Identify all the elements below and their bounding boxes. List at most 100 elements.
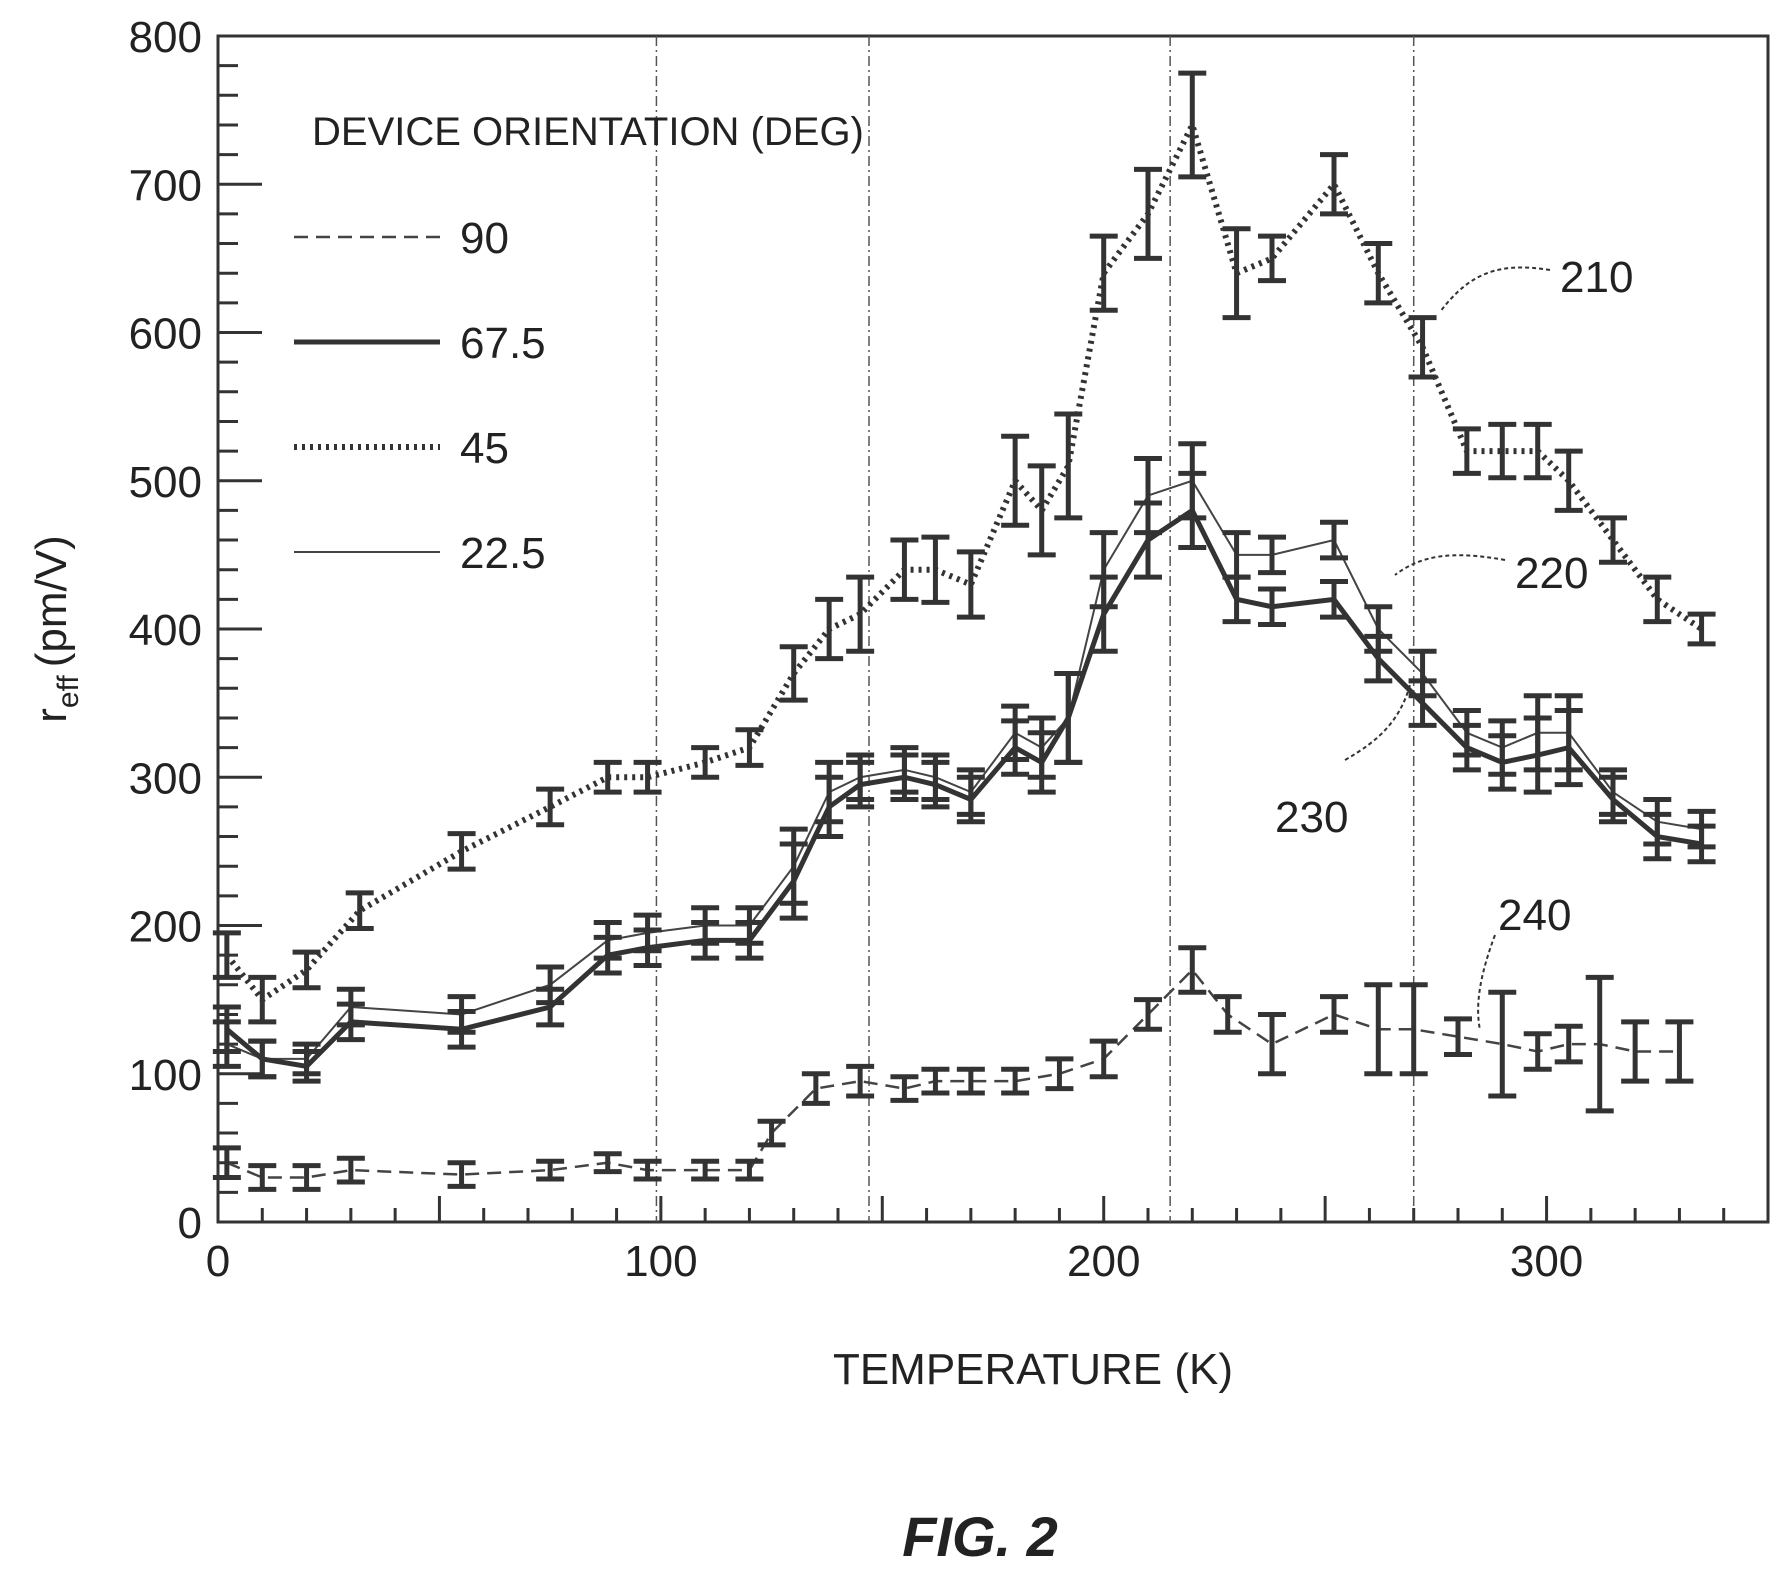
data-point [1523, 715, 1552, 795]
data-point [593, 1151, 622, 1175]
y-axis-title-unit: (pm/V) [27, 535, 76, 667]
data-point [345, 890, 374, 931]
data-point [212, 1004, 241, 1055]
data-point [757, 1118, 786, 1148]
data-point [1258, 1011, 1286, 1077]
callout-220: 220 [1515, 549, 1588, 598]
legend-label-67-5: 67.5 [460, 319, 546, 368]
data-point [1045, 1056, 1074, 1092]
callout-230: 230 [1275, 793, 1348, 842]
series-45 [212, 70, 1716, 1025]
axis-ticks [216, 34, 1770, 1224]
data-point [1320, 519, 1348, 561]
callout-210: 210 [1560, 253, 1633, 302]
data-point [248, 1038, 277, 1080]
data-point [212, 1145, 241, 1181]
series-line-67-5 [225, 506, 1702, 1070]
y-axis-title-sub: eff [52, 675, 85, 708]
data-point [691, 1158, 720, 1182]
x-axis-title: TEMPERATURE (K) [833, 1345, 1233, 1394]
figure-label: FIG. 2 [902, 1505, 1058, 1568]
callout-leader-210 [1439, 266, 1551, 313]
data-point [1399, 982, 1428, 1077]
data-point [1554, 1023, 1583, 1065]
data-point [633, 759, 662, 795]
data-point [1178, 70, 1207, 180]
data-point [292, 1163, 321, 1192]
legend-label-45: 45 [460, 424, 509, 473]
x-tick-label: 300 [1510, 1237, 1583, 1286]
data-point [1687, 823, 1716, 865]
data-point [1222, 574, 1251, 625]
data-point [447, 831, 476, 872]
y-tick-label: 0 [178, 1199, 202, 1248]
data-point [956, 549, 985, 620]
legend-label-90: 90 [460, 214, 509, 263]
data-point [292, 949, 321, 991]
data-point [1001, 433, 1030, 528]
data-point [890, 752, 919, 802]
data-point [890, 1074, 919, 1103]
data-point [846, 574, 875, 654]
data-point [735, 1158, 764, 1182]
data-point [633, 1158, 662, 1182]
data-point [1643, 574, 1672, 625]
callout-leader-230 [1344, 684, 1411, 761]
y-tick-label: 200 [129, 903, 202, 952]
data-point [691, 745, 720, 780]
data-point [1554, 448, 1583, 513]
x-tick-label: 100 [624, 1237, 697, 1286]
data-point [1027, 463, 1056, 558]
data-point [1089, 233, 1118, 313]
data-point [1523, 421, 1552, 481]
y-axis-title: reff (pm/V) [27, 535, 85, 722]
data-point [336, 1155, 365, 1185]
data-point [536, 1158, 565, 1182]
data-point [1687, 611, 1716, 647]
series-90 [212, 945, 1694, 1192]
legend-title: DEVICE ORIENTATION (DEG) [312, 110, 864, 154]
data-point [1408, 315, 1437, 380]
data-point [1665, 1019, 1694, 1084]
data-point [536, 986, 565, 1028]
data-point [1643, 811, 1672, 862]
data-point [1134, 997, 1162, 1032]
data-point [890, 537, 919, 602]
data-point [691, 920, 720, 961]
data-point [1488, 989, 1517, 1099]
data-point [1585, 974, 1614, 1114]
y-tick-label: 600 [129, 310, 202, 359]
legend: DEVICE ORIENTATION (DEG) 90 67.5 45 22.5 [294, 110, 864, 578]
data-point [1027, 730, 1056, 795]
data-point [921, 534, 950, 605]
y-tick-label: 500 [129, 458, 202, 507]
series-line-90 [226, 968, 1680, 1179]
data-point [1364, 982, 1393, 1077]
y-tick-label: 100 [129, 1051, 202, 1100]
data-point [1554, 708, 1583, 788]
data-point [1599, 515, 1627, 565]
callouts: 210 220 230 240 [1275, 253, 1633, 1031]
data-point [846, 1063, 875, 1099]
data-point [536, 786, 565, 828]
data-point [1178, 945, 1207, 995]
data-point [1444, 1016, 1472, 1057]
data-point [593, 759, 622, 795]
data-point [1364, 633, 1393, 684]
data-point [735, 920, 764, 961]
axis-tick-labels: 0 100 200 300 0 100 200 300 400 500 600 700 800 [129, 13, 1584, 1286]
x-tick-label: 200 [1067, 1237, 1140, 1286]
data-point [921, 759, 950, 810]
series-67-5 [212, 470, 1716, 1084]
data-point [846, 759, 875, 810]
data-point [248, 974, 277, 1025]
data-point [1258, 586, 1286, 628]
data-point [1599, 774, 1627, 825]
data-point [633, 927, 662, 969]
data-point [1258, 233, 1286, 284]
data-point [212, 930, 241, 980]
y-tick-label: 400 [129, 606, 202, 655]
data-point [1364, 241, 1393, 306]
data-point [815, 596, 844, 662]
